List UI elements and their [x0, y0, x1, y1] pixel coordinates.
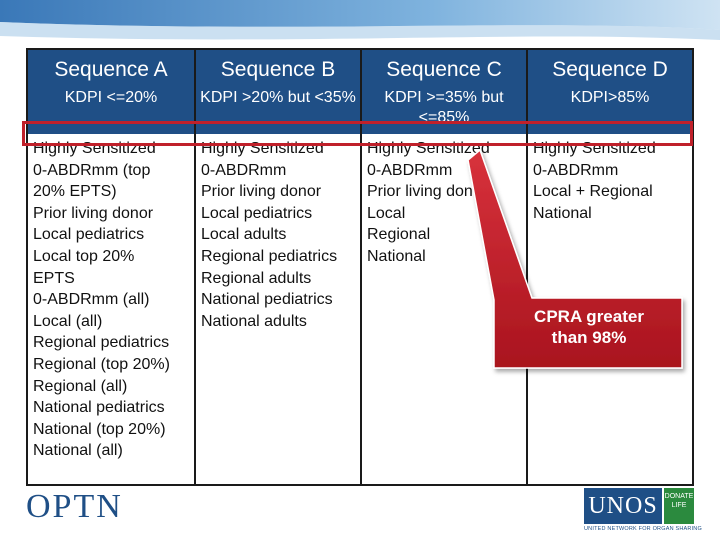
cpra-callout: CPRA greater than 98%	[496, 306, 682, 348]
list-item: 0-ABDRmm (all)	[33, 291, 150, 309]
list-item: National adults	[201, 312, 307, 330]
list-item: EPTS	[33, 269, 75, 287]
list-item: Regional pediatrics	[201, 247, 338, 265]
list-item: National	[367, 247, 426, 265]
unos-wordmark: UNOS	[584, 488, 662, 524]
sequence-a-header: Sequence A KDPI <=20%	[28, 50, 194, 134]
list-item: National pediatrics	[33, 399, 165, 417]
list-item: 0-ABDRmm (top	[33, 161, 151, 179]
sequence-d-kdpi: KDPI>85%	[570, 89, 650, 106]
list-item: Prior living donor	[33, 204, 154, 222]
highly-sensitized-highlight-box	[22, 121, 693, 146]
list-item: Regional	[367, 226, 431, 244]
list-item: Regional pediatrics	[33, 334, 170, 352]
sequence-b-title: Sequence B	[220, 58, 336, 81]
list-item: Local (all)	[33, 312, 103, 330]
sequence-d-header: Sequence D KDPI>85%	[528, 50, 692, 134]
list-item: Regional (top 20%)	[33, 355, 170, 373]
list-item: National pediatrics	[201, 291, 333, 309]
sequence-b-list: Highly Sensitized 0-ABDRmm Prior living …	[196, 134, 360, 332]
sequence-d-list: Highly Sensitized 0-ABDRmm Local + Regio…	[528, 134, 692, 224]
list-item: Local	[367, 204, 406, 222]
list-item: 0-ABDRmm	[367, 161, 453, 179]
sequence-d-title: Sequence D	[552, 58, 668, 81]
list-item: Local pediatrics	[33, 226, 145, 244]
callout-line-2: than 98%	[551, 328, 627, 347]
list-item: 20% EPTS)	[33, 183, 117, 201]
callout-line-1: CPRA greater	[534, 307, 644, 326]
sequence-b-header: Sequence B KDPI >20% but <35%	[196, 50, 360, 134]
list-item: 0-ABDRmm	[533, 161, 619, 179]
sequence-d-column: Sequence D KDPI>85% Highly Sensitized 0-…	[528, 50, 692, 484]
sequence-a-column: Sequence A KDPI <=20% Highly Sensitized …	[28, 50, 196, 484]
list-item: National (top 20%)	[33, 420, 166, 438]
sequence-b-column: Sequence B KDPI >20% but <35% Highly Sen…	[196, 50, 362, 484]
sequence-a-kdpi: KDPI <=20%	[64, 89, 158, 106]
sequence-b-kdpi: KDPI >20% but <35%	[200, 89, 356, 106]
list-item: Prior living donor	[201, 183, 322, 201]
list-item: National	[533, 204, 592, 222]
list-item: 0-ABDRmm	[201, 161, 287, 179]
sequence-c-column: Sequence C KDPI >=35% but <=85% Highly S…	[362, 50, 528, 484]
sequence-c-title: Sequence C	[386, 58, 502, 81]
donate-life-badge: DONATE LIFE	[664, 488, 694, 524]
list-item: National (all)	[33, 442, 123, 460]
unos-logo: UNOS DONATE LIFE UNITED NETWORK FOR ORGA…	[584, 488, 702, 534]
list-item: Regional (all)	[33, 377, 128, 395]
unos-tagline: UNITED NETWORK FOR ORGAN SHARING	[584, 526, 702, 532]
sequence-c-header: Sequence C KDPI >=35% but <=85%	[362, 50, 526, 134]
sequence-a-title: Sequence A	[54, 58, 168, 81]
list-item: Local top 20%	[33, 247, 135, 265]
list-item: Local + Regional	[533, 183, 653, 201]
list-item: Local pediatrics	[201, 204, 313, 222]
list-item: Prior living donor	[367, 183, 488, 201]
sequence-table: Sequence A KDPI <=20% Highly Sensitized …	[26, 48, 694, 486]
optn-logo: OPTN	[26, 488, 123, 525]
list-item: Regional adults	[201, 269, 312, 287]
sequence-a-list: Highly Sensitized 0-ABDRmm (top 20% EPTS…	[28, 134, 194, 462]
list-item: Local adults	[201, 226, 287, 244]
sequence-c-list: Highly Sensitized 0-ABDRmm Prior living …	[362, 134, 526, 268]
